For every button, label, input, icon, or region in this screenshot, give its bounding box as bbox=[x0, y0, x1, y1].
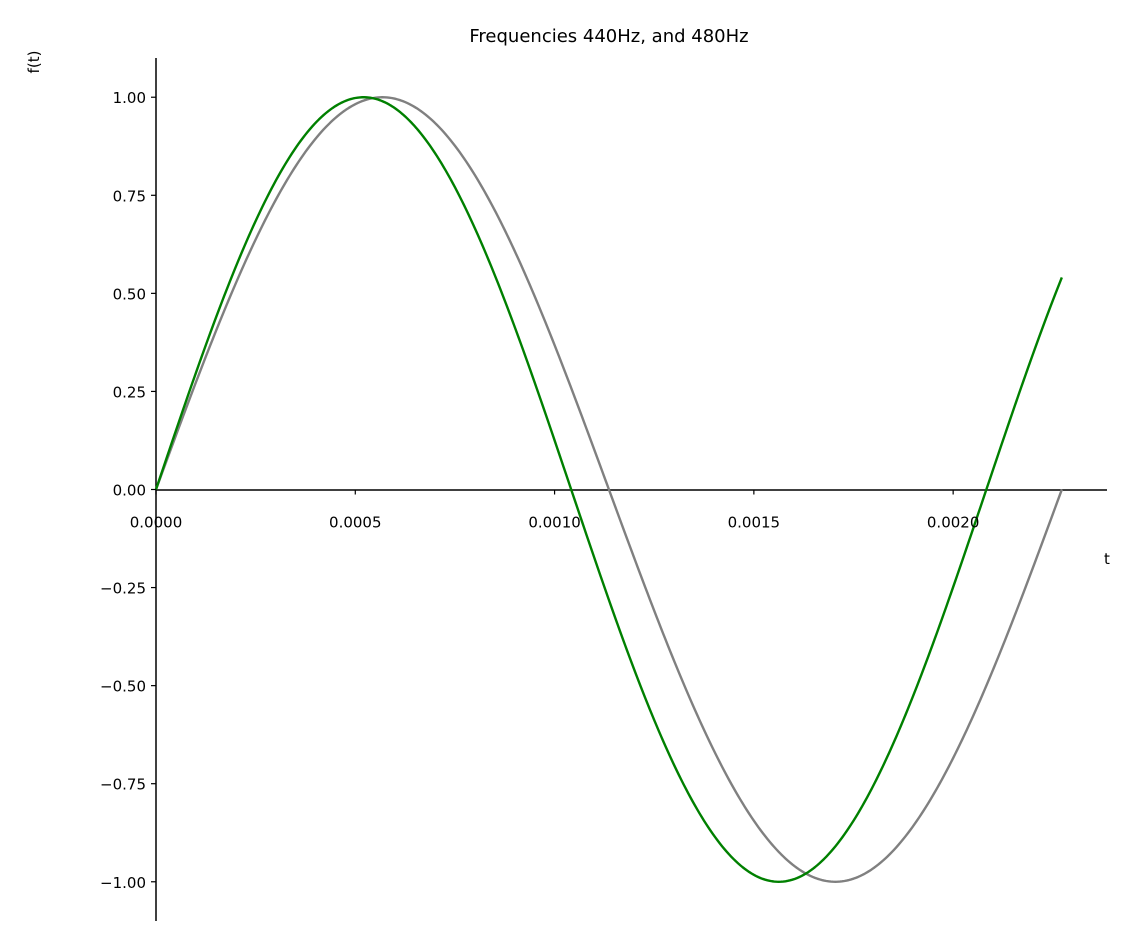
y-tick-label: −0.50 bbox=[100, 678, 146, 696]
chart-title: Frequencies 440Hz, and 480Hz bbox=[469, 26, 748, 47]
y-tick-label: −0.25 bbox=[100, 580, 146, 598]
ticks-layer: 0.0000 0.0005 0.0010 0.0015 0.0020 1.00 0.75 0.… bbox=[100, 89, 979, 892]
x-tick-label: 0.0005 bbox=[329, 514, 382, 532]
y-tick-label: 0.00 bbox=[113, 482, 146, 500]
y-tick-label: 0.75 bbox=[113, 187, 146, 205]
x-tick-label: 0.0020 bbox=[927, 514, 980, 532]
series-line-440hz bbox=[154, 96, 1063, 883]
y-tick-label: 0.50 bbox=[113, 285, 146, 303]
x-axis-label: t bbox=[1104, 550, 1110, 568]
x-tick-label: 0.0000 bbox=[130, 514, 183, 532]
y-tick-label: −0.75 bbox=[100, 776, 146, 794]
y-tick-label: 1.00 bbox=[113, 89, 146, 107]
series-layer bbox=[154, 96, 1063, 883]
y-tick-label: 0.25 bbox=[113, 383, 146, 401]
y-axis-label: f(t) bbox=[25, 51, 43, 74]
series-line-480hz bbox=[154, 96, 1063, 883]
x-tick-label: 0.0015 bbox=[728, 514, 781, 532]
y-tick-label: −1.00 bbox=[100, 874, 146, 892]
x-tick-label: 0.0010 bbox=[528, 514, 581, 532]
